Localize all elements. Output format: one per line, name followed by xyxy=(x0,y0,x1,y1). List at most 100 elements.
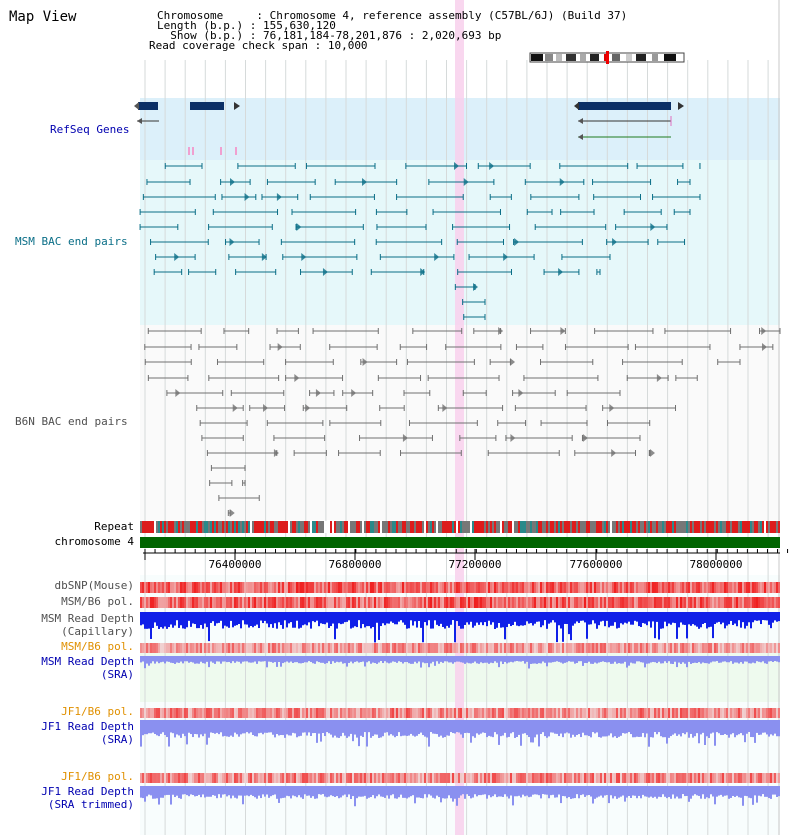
heat-cell xyxy=(714,582,716,593)
heat-cell xyxy=(534,773,536,783)
heat-cell xyxy=(300,582,302,593)
heat-cell xyxy=(600,597,602,608)
depth-bar xyxy=(360,786,362,797)
depth-bar xyxy=(606,720,608,737)
depth-bar xyxy=(326,786,328,798)
heat-cell xyxy=(726,708,728,718)
heat-cell xyxy=(470,643,472,653)
track-label-refseq[interactable]: RefSeq Genes xyxy=(50,123,130,136)
heat-cell xyxy=(598,773,600,783)
repeat-segment xyxy=(300,521,302,533)
heat-cell xyxy=(228,582,230,593)
track-label-b6n-bac[interactable]: B6N BAC end pairs xyxy=(15,415,128,428)
depth-bar xyxy=(728,786,730,799)
bac-arrow xyxy=(453,162,459,170)
depth-bar xyxy=(486,720,488,738)
depth-bar xyxy=(360,656,362,663)
depth-bar xyxy=(534,786,536,795)
heat-cell xyxy=(360,643,362,653)
heat-cell xyxy=(684,773,686,783)
heat-cell xyxy=(216,773,218,783)
heat-cell xyxy=(306,597,308,608)
heat-cell xyxy=(496,597,498,608)
heat-cell xyxy=(738,597,740,608)
depth-bar xyxy=(778,786,780,797)
depth-bar xyxy=(620,656,622,664)
heat-cell xyxy=(586,773,588,783)
heat-cell xyxy=(212,643,214,653)
depth-bar xyxy=(490,720,492,737)
depth-bar xyxy=(554,612,556,623)
depth-bar xyxy=(220,656,222,664)
depth-bar xyxy=(268,720,270,733)
depth-bar xyxy=(424,720,426,737)
heat-cell xyxy=(404,597,406,608)
heat-cell xyxy=(488,773,490,783)
heat-cell xyxy=(398,597,400,608)
heat-cell xyxy=(654,582,656,593)
heat-cell xyxy=(622,708,624,718)
depth-bar xyxy=(180,786,182,799)
heat-cell xyxy=(546,597,548,608)
heat-cell xyxy=(190,582,192,593)
heat-cell xyxy=(370,643,372,653)
heat-cell xyxy=(596,597,598,608)
heat-cell xyxy=(478,643,480,653)
heat-cell xyxy=(220,708,222,718)
track-label-msm-bac[interactable]: MSM BAC end pairs xyxy=(15,235,128,248)
heat-cell xyxy=(700,643,702,653)
heat-cell xyxy=(770,643,772,653)
heat-cell xyxy=(422,597,424,608)
heat-cell xyxy=(548,773,550,783)
depth-bar xyxy=(246,656,248,662)
depth-bar xyxy=(280,656,282,667)
heat-cell xyxy=(486,708,488,718)
heat-cell xyxy=(580,643,582,653)
heat-cell xyxy=(484,643,486,653)
depth-bar xyxy=(140,612,142,626)
depth-bar xyxy=(302,786,304,799)
depth-bar xyxy=(562,612,564,642)
heat-cell xyxy=(558,708,560,718)
heat-cell xyxy=(602,773,604,783)
heat-cell xyxy=(492,773,494,783)
heat-cell xyxy=(666,708,668,718)
depth-bar xyxy=(322,720,324,734)
heat-cell xyxy=(582,597,584,608)
heat-cell xyxy=(192,708,194,718)
depth-bar xyxy=(690,656,692,664)
depth-bar xyxy=(262,786,264,795)
heat-cell xyxy=(522,597,524,608)
depth-bar xyxy=(768,656,770,662)
depth-bar xyxy=(328,612,330,628)
depth-bar xyxy=(372,720,374,737)
heat-cell xyxy=(342,643,344,653)
heat-cell xyxy=(160,643,162,653)
repeat-segment xyxy=(714,521,716,533)
heat-cell xyxy=(156,643,158,653)
heat-cell xyxy=(310,643,312,653)
depth-bar xyxy=(230,786,232,799)
repeat-segment xyxy=(694,521,696,533)
depth-bar xyxy=(206,720,208,745)
depth-bar xyxy=(268,612,270,628)
heat-cell xyxy=(472,773,474,783)
heat-cell xyxy=(582,773,584,783)
depth-bar xyxy=(306,720,308,736)
depth-bar xyxy=(600,612,602,622)
depth-bar xyxy=(242,786,244,805)
depth-bar xyxy=(552,656,554,663)
heat-cell xyxy=(322,582,324,593)
depth-bar xyxy=(312,656,314,664)
repeat-segment xyxy=(332,521,334,533)
repeat-segment xyxy=(242,521,244,533)
repeat-segment xyxy=(390,521,392,533)
heat-cell xyxy=(186,597,188,608)
heat-cell xyxy=(290,773,292,783)
heat-cell xyxy=(206,708,208,718)
heat-cell xyxy=(614,773,616,783)
repeat-segment xyxy=(212,521,214,533)
depth-bar xyxy=(248,786,250,797)
heat-cell xyxy=(536,597,538,608)
heat-cell xyxy=(690,582,692,593)
